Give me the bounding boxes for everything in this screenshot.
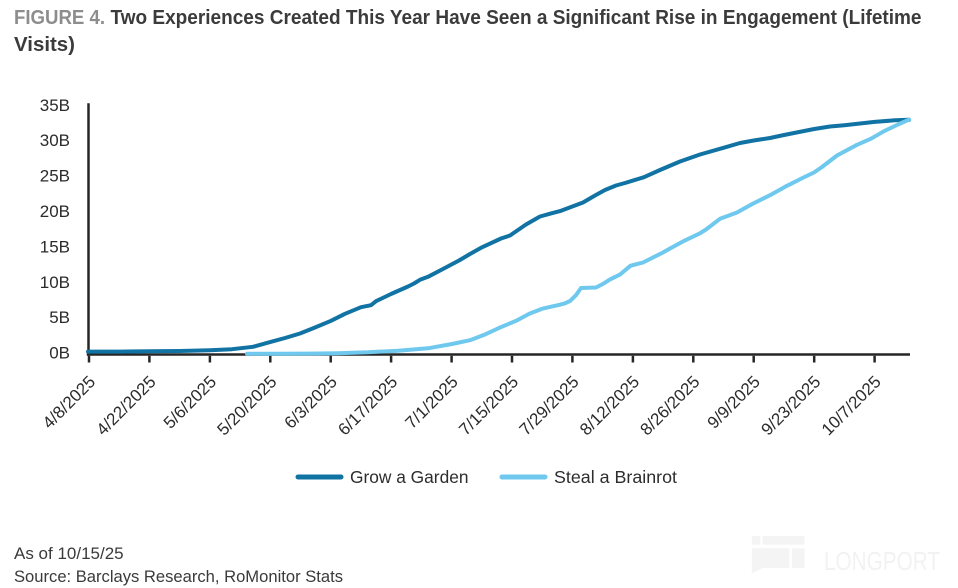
svg-text:20B: 20B	[40, 202, 70, 221]
svg-text:0B: 0B	[49, 344, 70, 363]
svg-text:As of 10/15/25: As of 10/15/25	[14, 544, 124, 563]
svg-text:Source: Barclays Research, RoM: Source: Barclays Research, RoMonitor Sta…	[14, 567, 343, 586]
svg-text:25B: 25B	[40, 167, 70, 186]
svg-text:FIGURE 4.: FIGURE 4.	[14, 7, 105, 29]
svg-text:5B: 5B	[49, 308, 70, 327]
svg-text:35B: 35B	[40, 96, 70, 115]
svg-text:Steal a Brainrot: Steal a Brainrot	[554, 467, 677, 487]
svg-text:15B: 15B	[40, 237, 70, 256]
svg-text:Visits): Visits)	[14, 34, 75, 56]
svg-text:30B: 30B	[40, 131, 70, 150]
svg-text:10B: 10B	[40, 273, 70, 292]
svg-text:LONGPORT: LONGPORT	[824, 546, 940, 576]
svg-text:Grow a Garden: Grow a Garden	[350, 467, 469, 487]
svg-text:Two Experiences Created This Y: Two Experiences Created This Year Have S…	[111, 7, 922, 29]
